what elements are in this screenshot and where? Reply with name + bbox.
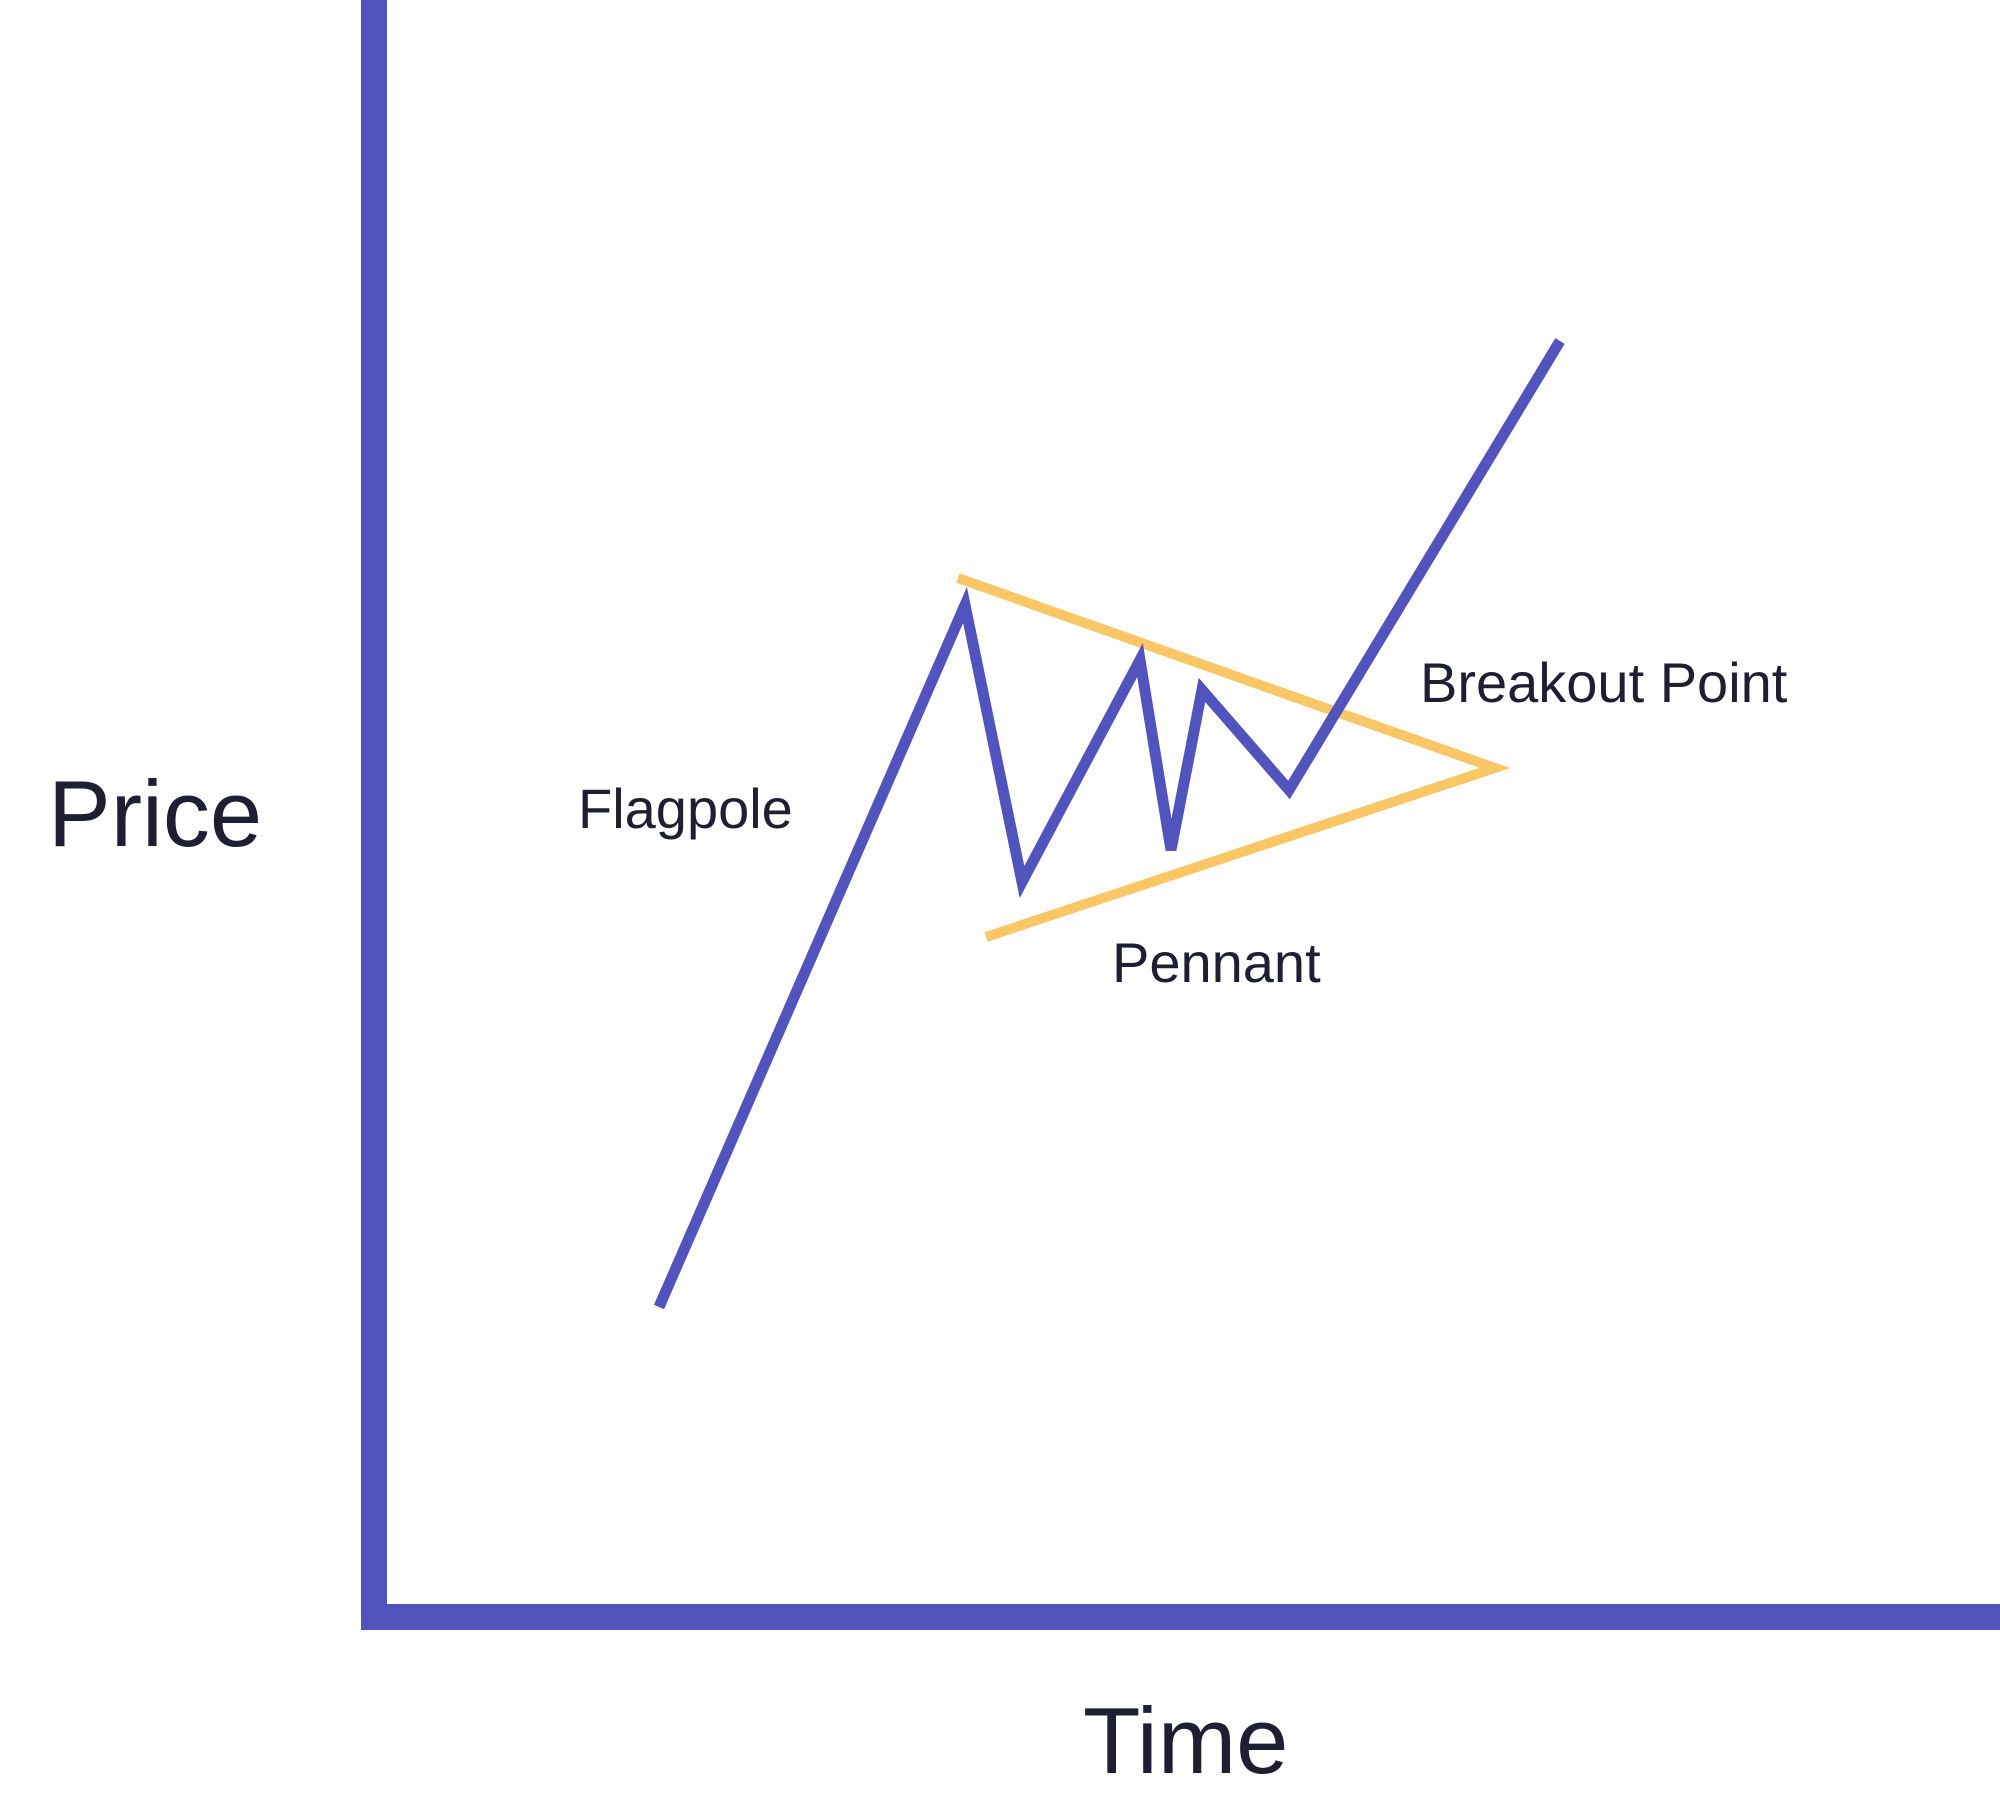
pennant-label: Pennant (1112, 931, 1321, 994)
breakout-point-label: Breakout Point (1420, 651, 1788, 714)
flagpole-label: Flagpole (578, 777, 793, 840)
pennant-boundary (958, 578, 1495, 937)
y-axis-label: Price (48, 761, 262, 866)
price-line (659, 341, 1560, 1307)
x-axis-label: Time (1083, 1688, 1288, 1793)
